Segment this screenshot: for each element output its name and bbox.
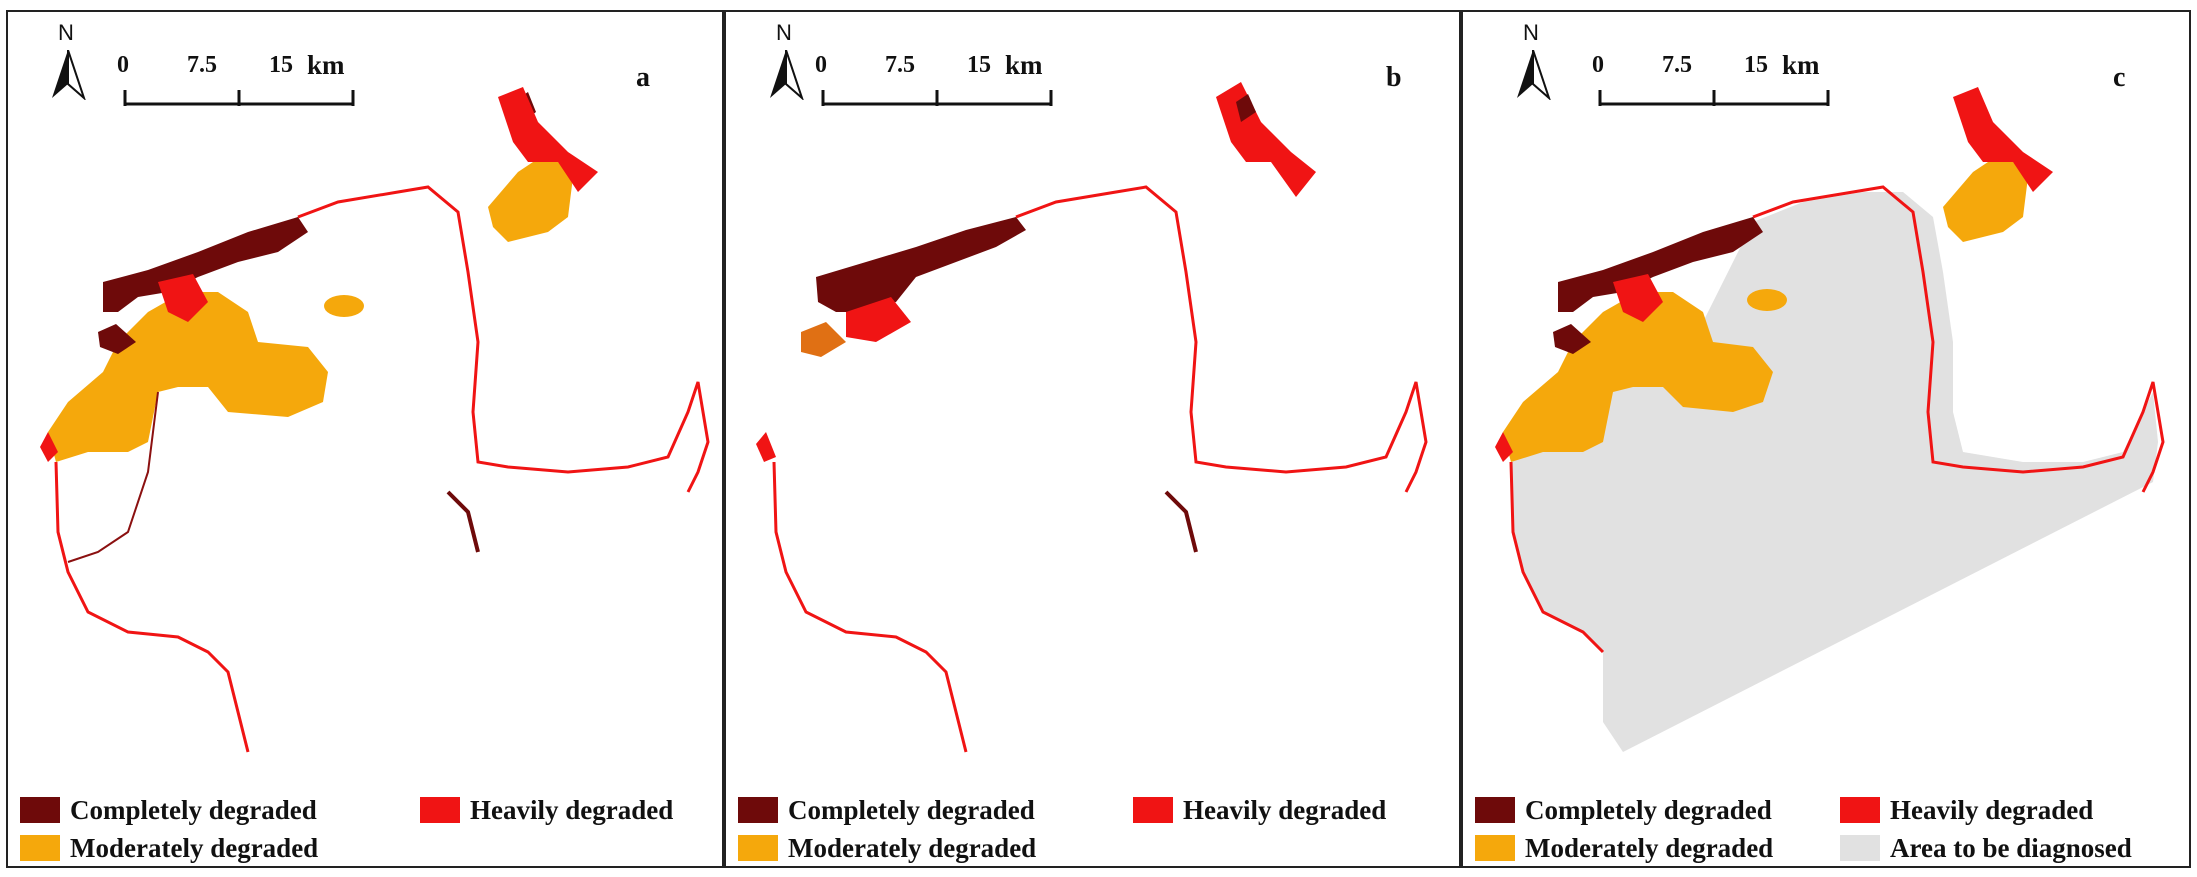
- legend-swatch-moderately: [1475, 835, 1515, 861]
- scale-bar-line: [821, 90, 1053, 106]
- legend: Completely degraded Heavily degraded Mod…: [1475, 792, 2175, 866]
- map-panel-a: N 0 7.5 15 km a: [6, 10, 724, 868]
- scale-tick-15: 15: [269, 52, 293, 78]
- panel-label: b: [1386, 62, 1402, 93]
- scale-bar: 0 7.5 15 km: [1592, 50, 1858, 122]
- legend-label-moderately: Moderately degraded: [788, 832, 1037, 863]
- north-arrow: N: [48, 20, 88, 110]
- legend-item-undiagnosed: Area to be diagnosed: [1840, 830, 2132, 866]
- moderately-degraded-ne: [1943, 152, 2028, 242]
- moderately-degraded-ne: [488, 152, 573, 242]
- legend-label-completely: Completely degraded: [1525, 794, 1772, 825]
- legend-swatch-moderately: [738, 835, 778, 861]
- legend-swatch-completely: [20, 797, 60, 823]
- north-arrow-icon: [52, 50, 86, 100]
- north-label: N: [776, 20, 792, 45]
- legend-label-completely: Completely degraded: [70, 794, 317, 825]
- completely-degraded-area: [103, 217, 308, 312]
- completely-degraded-area: [1558, 217, 1763, 312]
- scale-tick-0: 0: [1592, 52, 1604, 78]
- panel-label: c: [2113, 62, 2126, 93]
- legend-swatch-undiagnosed: [1840, 835, 1880, 861]
- legend-item-completely: Completely degraded: [20, 792, 317, 828]
- heavily-degraded-area: [158, 274, 208, 322]
- legend-item-heavily: Heavily degraded: [420, 792, 673, 828]
- scale-tick-7-5: 7.5: [1662, 52, 1692, 78]
- heavily-degraded-area: [846, 297, 911, 342]
- legend-swatch-completely: [738, 797, 778, 823]
- legend-label-heavily: Heavily degraded: [470, 794, 674, 825]
- map-a: [40, 87, 710, 753]
- legend-swatch-heavily: [1133, 797, 1173, 823]
- legend-label-completely: Completely degraded: [788, 794, 1035, 825]
- legend-item-heavily: Heavily degraded: [1133, 792, 1386, 828]
- legend: Completely degraded Heavily degraded Mod…: [20, 792, 720, 866]
- completely-degraded-area: [816, 217, 1026, 312]
- legend-label-moderately: Moderately degraded: [1525, 832, 1774, 863]
- map-c: [1495, 87, 2165, 752]
- scale-unit: km: [1782, 50, 1820, 80]
- scale-tick-0: 0: [815, 52, 827, 78]
- north-arrow: N: [1513, 20, 1553, 110]
- moderately-degraded-patch: [324, 295, 364, 317]
- scale-bar-line: [123, 90, 355, 106]
- north-arrow-icon: [770, 50, 804, 100]
- map-panel-c: N 0 7.5 15 km c: [1461, 10, 2191, 868]
- scale-tick-0: 0: [117, 52, 129, 78]
- panel-label: a: [636, 62, 650, 93]
- legend-item-completely: Completely degraded: [738, 792, 1035, 828]
- legend-swatch-heavily: [420, 797, 460, 823]
- legend-label-heavily: Heavily degraded: [1890, 794, 2094, 825]
- map-b: [756, 82, 1428, 753]
- scale-unit: km: [1005, 50, 1043, 80]
- scale-tick-7-5: 7.5: [885, 52, 915, 78]
- scale-tick-15: 15: [967, 52, 991, 78]
- legend-item-moderately: Moderately degraded: [738, 830, 1036, 866]
- scale-tick-7-5: 7.5: [187, 52, 217, 78]
- area-to-be-diagnosed: [1511, 192, 2158, 752]
- scale-unit: km: [307, 50, 345, 80]
- heavily-degraded-area: [1613, 274, 1663, 322]
- map-panel-b: N 0 7.5 15 km b Completely degraded: [724, 10, 1461, 868]
- moderately-degraded-area: [801, 322, 846, 357]
- legend-swatch-heavily: [1840, 797, 1880, 823]
- north-arrow: N: [766, 20, 806, 110]
- legend-item-moderately: Moderately degraded: [20, 830, 318, 866]
- moderately-degraded-patch: [1747, 289, 1787, 311]
- scale-bar: 0 7.5 15 km: [117, 50, 383, 122]
- scale-tick-15: 15: [1744, 52, 1768, 78]
- moderately-degraded-area: [48, 292, 328, 462]
- north-arrow-icon: [1517, 50, 1551, 100]
- legend-item-moderately: Moderately degraded: [1475, 830, 1773, 866]
- north-label: N: [58, 20, 74, 45]
- legend-label-moderately: Moderately degraded: [70, 832, 319, 863]
- legend-label-undiagnosed: Area to be diagnosed: [1890, 832, 2132, 863]
- legend-item-completely: Completely degraded: [1475, 792, 1772, 828]
- legend-item-heavily: Heavily degraded: [1840, 792, 2093, 828]
- scale-bar: 0 7.5 15 km: [815, 50, 1081, 122]
- scale-bar-line: [1598, 90, 1830, 106]
- legend-swatch-moderately: [20, 835, 60, 861]
- legend-label-heavily: Heavily degraded: [1183, 794, 1387, 825]
- legend-swatch-completely: [1475, 797, 1515, 823]
- legend: Completely degraded Heavily degraded Mod…: [738, 792, 1438, 866]
- north-label: N: [1523, 20, 1539, 45]
- moderately-degraded-area: [1503, 292, 1773, 462]
